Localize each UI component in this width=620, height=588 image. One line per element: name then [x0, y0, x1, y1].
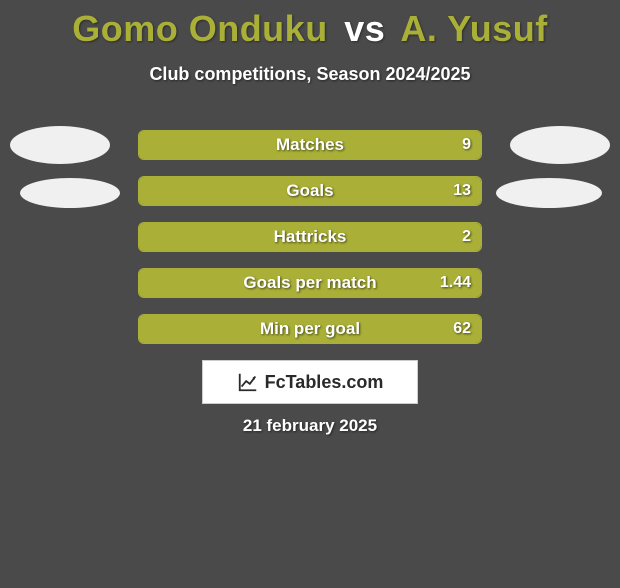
comparison-title: Gomo Onduku vs A. Yusuf [0, 8, 620, 50]
player2-name: A. Yusuf [400, 8, 547, 49]
stat-label: Goals per match [139, 269, 481, 297]
brand-box[interactable]: FcTables.com [202, 360, 418, 404]
stat-row: Goals13 [138, 176, 482, 206]
stat-row: Hattricks2 [138, 222, 482, 252]
stat-row: Matches9 [138, 130, 482, 160]
subtitle: Club competitions, Season 2024/2025 [0, 64, 620, 85]
brand-name: FcTables.com [265, 372, 384, 393]
player1-club-avatar [20, 178, 120, 208]
player1-name: Gomo Onduku [72, 8, 327, 49]
footer-date: 21 february 2025 [0, 416, 620, 436]
stat-row: Min per goal62 [138, 314, 482, 344]
stat-label: Goals [139, 177, 481, 205]
stat-label: Hattricks [139, 223, 481, 251]
stats-container: Matches9 Goals13 Hattricks2 Goals per match… [138, 130, 482, 360]
player1-avatar [10, 126, 110, 164]
stat-label: Matches [139, 131, 481, 159]
stat-value-right: 2 [462, 223, 471, 251]
player2-club-avatar [496, 178, 602, 208]
stat-value-right: 62 [453, 315, 471, 343]
stat-value-right: 9 [462, 131, 471, 159]
player2-avatar [510, 126, 610, 164]
vs-label: vs [344, 8, 385, 49]
stat-value-right: 1.44 [440, 269, 471, 297]
stat-label: Min per goal [139, 315, 481, 343]
stat-value-right: 13 [453, 177, 471, 205]
stat-row: Goals per match1.44 [138, 268, 482, 298]
chart-icon [237, 371, 259, 393]
